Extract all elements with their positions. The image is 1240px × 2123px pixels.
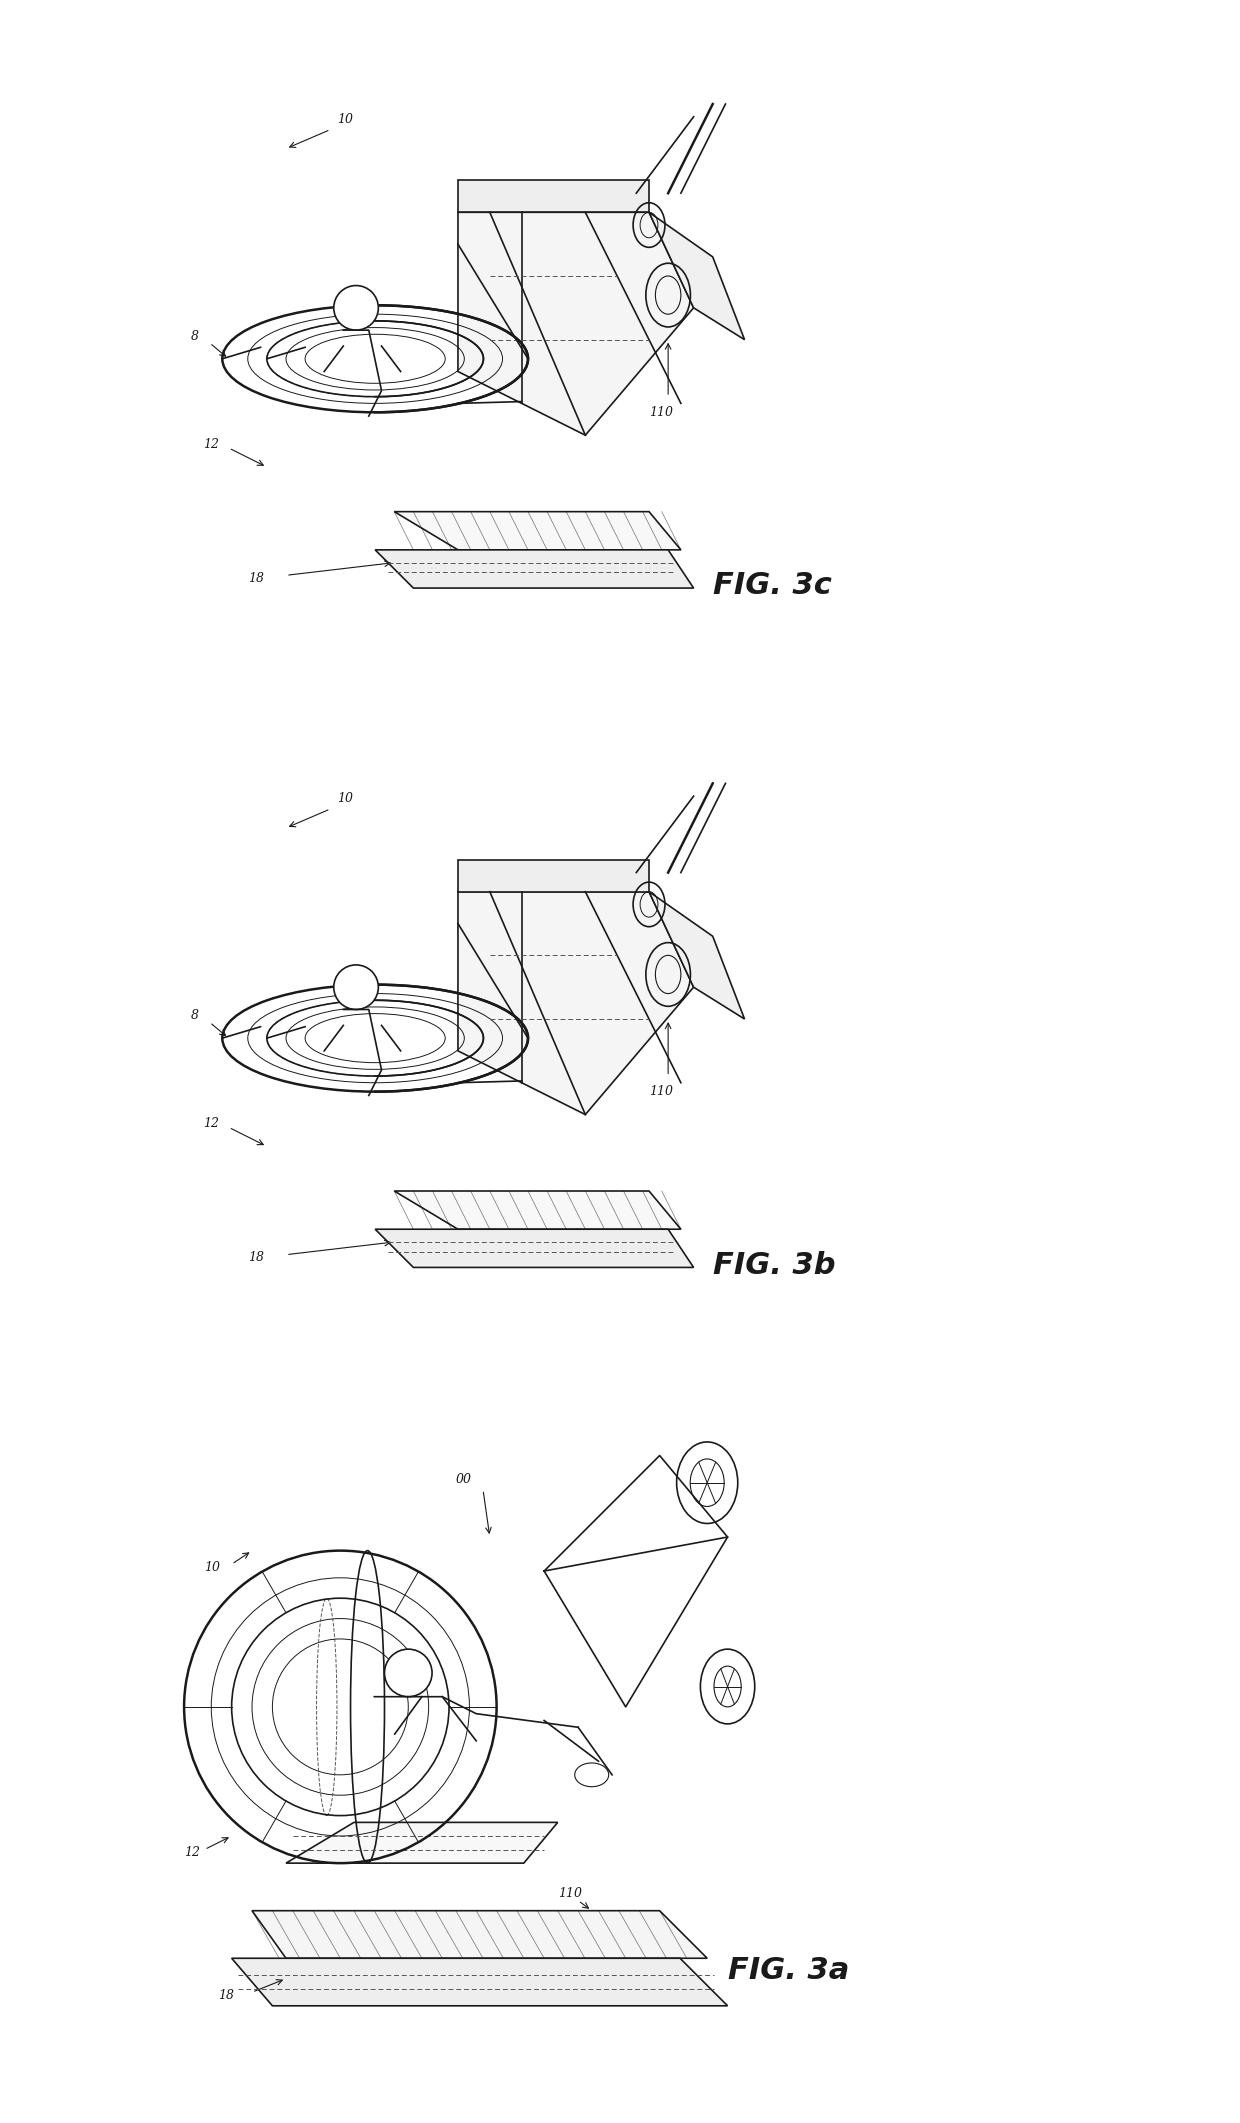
Text: 110: 110	[649, 405, 673, 418]
Polygon shape	[232, 1957, 728, 2006]
Polygon shape	[394, 512, 681, 550]
Circle shape	[384, 1650, 432, 1696]
Text: 18: 18	[218, 1989, 234, 2002]
Text: 18: 18	[248, 1250, 264, 1263]
Polygon shape	[458, 212, 693, 435]
Polygon shape	[458, 892, 693, 1115]
Text: 12: 12	[203, 437, 219, 450]
Text: FIG. 3a: FIG. 3a	[728, 1955, 849, 1985]
Text: 18: 18	[248, 571, 264, 584]
Polygon shape	[286, 1822, 558, 1864]
Text: 10: 10	[337, 792, 353, 805]
Text: 10: 10	[205, 1560, 221, 1573]
Circle shape	[334, 964, 378, 1008]
Polygon shape	[394, 1191, 681, 1229]
Text: 00: 00	[456, 1473, 472, 1486]
Text: 12: 12	[203, 1117, 219, 1129]
Polygon shape	[376, 1229, 693, 1267]
Text: 8: 8	[191, 1008, 198, 1021]
Text: 8: 8	[191, 329, 198, 342]
Polygon shape	[376, 550, 693, 588]
Text: FIG. 3b: FIG. 3b	[713, 1250, 836, 1280]
Text: FIG. 3c: FIG. 3c	[713, 571, 832, 601]
Text: 10: 10	[337, 113, 353, 125]
Polygon shape	[458, 180, 649, 212]
Text: 12: 12	[184, 1847, 200, 1860]
Polygon shape	[458, 860, 649, 892]
Text: 110: 110	[558, 1887, 582, 1900]
Polygon shape	[649, 212, 744, 340]
Polygon shape	[649, 892, 744, 1019]
Text: 110: 110	[649, 1085, 673, 1098]
Polygon shape	[252, 1911, 707, 1957]
Circle shape	[334, 284, 378, 329]
